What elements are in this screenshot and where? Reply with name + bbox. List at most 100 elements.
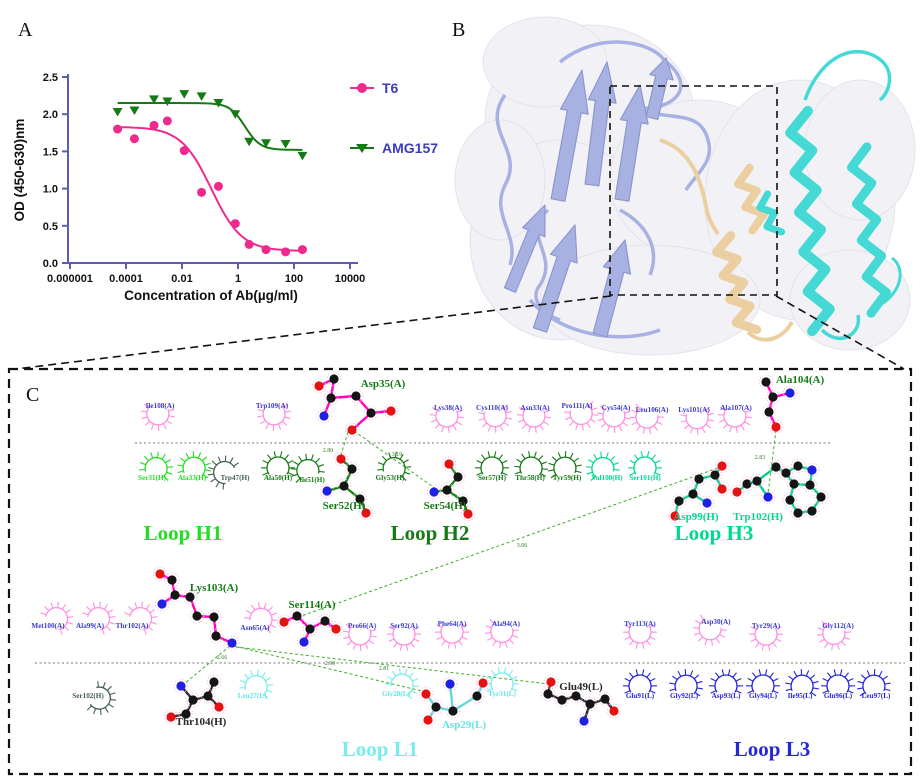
contact-spoke bbox=[588, 401, 594, 407]
atom-contact-halo bbox=[576, 713, 592, 729]
contact-spoke bbox=[487, 451, 491, 458]
contact-spoke bbox=[701, 427, 706, 433]
atom-c bbox=[771, 462, 781, 472]
hbond-distance-label: 2.81 bbox=[379, 666, 390, 672]
dose-response-chart: 0.0 0.5 1.0 1.5 2.0 2.5 0.000001 0.0001 0.01 1 100… bbox=[12, 72, 438, 303]
residue-contact-label: Cys110(A) bbox=[476, 404, 509, 412]
contact-spoke bbox=[44, 606, 50, 612]
contact-spoke bbox=[401, 475, 407, 481]
contact-spoke bbox=[103, 603, 109, 610]
atom-o bbox=[546, 677, 556, 687]
contact-spoke bbox=[680, 414, 687, 417]
contact-spoke bbox=[92, 602, 96, 609]
panel-b-label: B bbox=[452, 19, 465, 41]
hydrophobic-contact-arc: Val100(H) bbox=[585, 451, 623, 482]
atom-contact-halo bbox=[167, 587, 183, 603]
hydrophobic-contact-arc: Ile51(H) bbox=[290, 453, 325, 484]
alpha-helix-ribbon bbox=[756, 190, 786, 236]
contact-spoke bbox=[246, 610, 252, 615]
atom-contact-halo bbox=[344, 422, 360, 438]
contact-spoke bbox=[456, 421, 462, 426]
atom-o bbox=[717, 484, 727, 494]
contact-spoke bbox=[487, 636, 493, 641]
contact-spoke bbox=[393, 642, 398, 648]
contact-spoke bbox=[508, 670, 513, 676]
contact-arc bbox=[751, 674, 775, 693]
contact-spoke bbox=[239, 680, 246, 684]
contact-spoke bbox=[290, 468, 298, 470]
hydrophobic-contact-arc: Asn65(A) bbox=[240, 602, 278, 634]
atom-c bbox=[710, 470, 720, 480]
contact-spoke bbox=[139, 462, 146, 466]
atom-c bbox=[366, 408, 376, 418]
contact-spoke bbox=[540, 473, 547, 478]
contact-spoke bbox=[533, 451, 537, 458]
contact-spoke bbox=[430, 419, 437, 423]
contact-spoke bbox=[729, 426, 733, 433]
atom-o bbox=[386, 406, 396, 416]
contact-spoke bbox=[315, 457, 321, 463]
contact-spoke bbox=[277, 423, 282, 430]
contact-spoke bbox=[847, 690, 854, 694]
atom-contact-halo bbox=[671, 493, 687, 509]
contact-spoke bbox=[624, 417, 631, 420]
molecular-surface bbox=[482, 16, 608, 108]
contact-spoke bbox=[767, 644, 771, 651]
contact-spoke bbox=[548, 462, 555, 466]
residue-contact-label: Gly28(L) bbox=[382, 690, 411, 698]
y-tick-label: 1.0 bbox=[43, 184, 58, 196]
contact-arc bbox=[182, 456, 206, 477]
atom-o bbox=[421, 689, 431, 699]
contact-arc bbox=[262, 405, 286, 426]
atom-contact-halo bbox=[782, 492, 798, 508]
contact-spoke bbox=[388, 626, 395, 630]
residue-contact-label: Trp47(H) bbox=[220, 474, 250, 482]
hbond-distance-label: 3.06 bbox=[517, 543, 528, 549]
atom-n bbox=[322, 486, 332, 496]
residue-structure: Asp99(H) bbox=[667, 458, 730, 524]
atom-contact-halo bbox=[804, 503, 820, 519]
loop-label: Loop L3 bbox=[734, 737, 810, 761]
contact-spoke bbox=[705, 406, 711, 412]
contact-spoke bbox=[266, 627, 272, 634]
contact-spoke bbox=[279, 451, 283, 458]
contact-spoke bbox=[109, 616, 116, 618]
contact-spoke bbox=[243, 673, 249, 679]
contact-spoke bbox=[564, 411, 571, 414]
atom-c bbox=[805, 480, 815, 490]
contact-spoke bbox=[293, 461, 299, 466]
contact-spoke bbox=[822, 678, 829, 682]
contact-spoke bbox=[404, 471, 411, 475]
contact-spoke bbox=[97, 681, 99, 688]
residue-contact-label: Ile108(A) bbox=[146, 402, 175, 410]
contact-spoke bbox=[40, 612, 47, 616]
contact-arc bbox=[440, 625, 464, 644]
hydrophobic-contact-arc: Ile95(L) bbox=[785, 669, 819, 700]
data-point-amg157 bbox=[129, 106, 140, 115]
contact-spoke bbox=[141, 601, 144, 608]
contact-spoke bbox=[511, 688, 518, 692]
atom-contact-halo bbox=[317, 613, 333, 629]
atom-c bbox=[585, 699, 595, 709]
hydrophobic-contact-arc: Gly112(A) bbox=[816, 621, 854, 651]
contact-spoke bbox=[735, 678, 742, 682]
hydrophobic-contact-arc: Pro66(A) bbox=[343, 622, 377, 651]
contact-spoke bbox=[263, 693, 269, 699]
atom-n bbox=[763, 492, 773, 502]
contact-spoke bbox=[343, 636, 350, 640]
contact-spoke bbox=[817, 627, 824, 631]
contact-spoke bbox=[436, 636, 443, 640]
contact-spoke bbox=[268, 606, 273, 612]
contact-spoke bbox=[106, 685, 112, 691]
atom-c bbox=[793, 461, 803, 471]
atom-contact-halo bbox=[178, 706, 194, 722]
contact-arc bbox=[633, 456, 657, 475]
contact-spoke bbox=[392, 670, 397, 677]
atom-contact-halo bbox=[289, 608, 305, 624]
hydrophobic-contact-arc: Asn33(A) bbox=[516, 404, 551, 433]
alpha-helix-ribbon bbox=[712, 231, 762, 335]
residue-contact-label: Ile51(H) bbox=[299, 476, 325, 484]
residue-contact-label: Ile95(L) bbox=[788, 692, 813, 700]
atom-contact-halo bbox=[182, 589, 198, 605]
contact-spoke bbox=[398, 668, 401, 675]
